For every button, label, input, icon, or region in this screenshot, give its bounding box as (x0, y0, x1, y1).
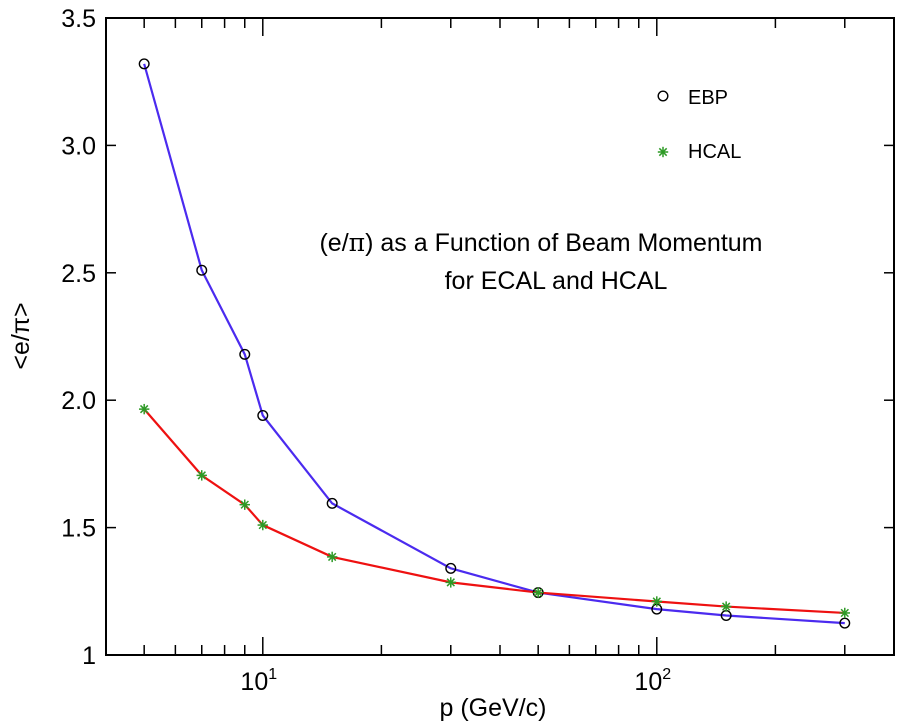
y-tick-label: 3.0 (61, 132, 96, 160)
y-tick-label: 2.5 (61, 260, 96, 288)
data-point-ebp (839, 617, 851, 629)
asterisk-stroke (658, 147, 668, 157)
x-tick-label: 102 (634, 666, 671, 696)
data-point-ebp (326, 497, 338, 509)
series-markers (138, 58, 851, 629)
data-point-hcal (138, 403, 150, 415)
y-axis-title: <e/π> (7, 302, 35, 369)
legend: EBP HCAL (657, 87, 741, 163)
data-point-hcal (326, 551, 338, 563)
asterisk-stroke (446, 578, 455, 587)
legend-hcal-marker-icon (657, 146, 669, 158)
asterisk-stroke (240, 500, 249, 509)
asterisk-stroke (258, 520, 267, 530)
legend-asterisk (657, 146, 669, 158)
data-point-hcal (239, 499, 250, 510)
y-tick-labels: 1 1.5 2.0 2.5 3.0 3.5 (61, 5, 96, 670)
x-tick-label: 101 (240, 666, 277, 696)
data-point-ebp (196, 264, 208, 276)
annotation-suffix: ) as a Function of Beam Momentum (365, 229, 762, 257)
asterisk-stroke (721, 602, 731, 611)
y-tick-label: 1 (82, 642, 96, 670)
data-point-ebp (257, 409, 269, 421)
data-point-ebp (239, 348, 251, 360)
legend-ebp-marker-icon (657, 90, 669, 102)
data-point-hcal (257, 519, 268, 531)
plot-frame (105, 17, 895, 656)
data-point-hcal (445, 577, 456, 588)
asterisk-stroke (327, 552, 337, 562)
svg-text:(e/π) as a Function of Beam Mo: (e/π) as a Function of Beam Momentum (319, 228, 762, 257)
y-tick-label: 3.5 (61, 5, 96, 33)
axis-ticks (105, 17, 895, 656)
data-point-hcal (839, 607, 850, 619)
legend-hcal-label: HCAL (688, 141, 741, 163)
data-point-hcal (196, 470, 207, 481)
asterisk-stroke (533, 588, 543, 597)
annotation-pi: π (349, 228, 365, 257)
asterisk-stroke (139, 404, 149, 414)
legend-ebp-label: EBP (688, 87, 728, 109)
asterisk-stroke (840, 608, 849, 618)
asterisk-stroke (652, 597, 661, 606)
annotation-line2: for ECAL and HCAL (445, 267, 668, 295)
x-tick-labels: 101 102 (240, 666, 671, 696)
series-line-ebp (143, 63, 845, 625)
data-point-hcal (651, 596, 662, 607)
series-line-hcal (143, 408, 845, 615)
chart-annotation: (e/π) as a Function of Beam Momentum for… (319, 228, 762, 295)
data-point-ebp (445, 562, 457, 574)
data-point-hcal (720, 601, 732, 612)
asterisk-stroke (197, 471, 206, 480)
data-point-hcal (532, 587, 544, 598)
y-tick-label: 1.5 (61, 515, 96, 543)
data-point-ebp (138, 58, 150, 70)
annotation-prefix: (e/ (319, 229, 348, 257)
y-tick-label: 2.0 (61, 387, 96, 415)
series-lines (143, 63, 845, 625)
x-axis-title: p (GeV/c) (440, 694, 547, 722)
